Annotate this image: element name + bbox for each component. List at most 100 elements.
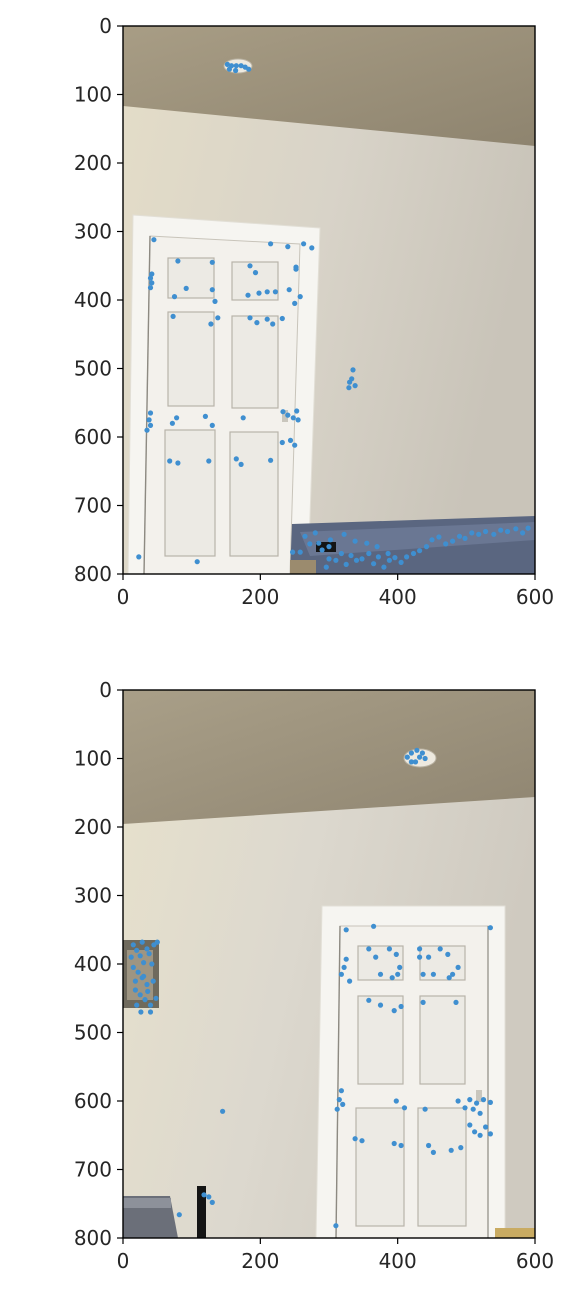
scatter-point	[147, 1002, 154, 1008]
y-tick-label: 500	[74, 357, 112, 381]
scatter-point	[252, 270, 259, 276]
scatter-point	[154, 939, 160, 945]
scatter-point	[272, 289, 278, 295]
scatter-point	[458, 1145, 464, 1151]
scatter-point	[286, 287, 292, 293]
scatter-point	[279, 315, 285, 322]
scatter-point	[352, 1136, 358, 1142]
scatter-point	[130, 942, 136, 948]
scatter-point	[498, 527, 504, 533]
scatter-point	[343, 561, 349, 568]
scatter-point	[420, 999, 426, 1006]
scatter-point	[386, 946, 392, 952]
scatter-point	[171, 294, 178, 300]
scatter-point	[130, 964, 136, 971]
scatter-point	[270, 321, 276, 327]
scatter-point	[212, 298, 218, 304]
scatter-point	[392, 555, 398, 561]
scatter-point	[233, 67, 239, 74]
scatter-point	[389, 975, 395, 981]
scatter-point	[149, 961, 155, 967]
scatter-point	[141, 960, 147, 966]
scatter-point	[147, 1009, 154, 1015]
scatter-point	[307, 541, 313, 547]
scatter-point	[285, 412, 291, 418]
scatter-point	[290, 549, 296, 555]
scatter-point	[414, 747, 420, 753]
scatter-point	[247, 315, 253, 321]
scatter-point	[144, 981, 150, 988]
scatter-point	[467, 1097, 473, 1103]
scatter-point	[301, 241, 307, 247]
scatter-point	[174, 415, 180, 421]
scatter-point	[366, 550, 372, 557]
y-tick-label: 600	[74, 1089, 112, 1113]
scatter-point	[226, 66, 232, 72]
scatter-point	[472, 1129, 478, 1135]
scatter-point	[149, 271, 155, 277]
scatter-point	[326, 544, 332, 550]
scatter-point	[477, 1110, 483, 1116]
scatter-point	[371, 923, 377, 929]
scatter-point	[412, 759, 419, 765]
scatter-point	[364, 540, 370, 546]
scatter-point	[245, 292, 251, 298]
scatter-point	[391, 1008, 397, 1014]
scatter-point	[366, 946, 372, 952]
scatter-point	[474, 1100, 480, 1106]
scatter-point	[513, 526, 519, 532]
scatter-point	[132, 987, 138, 993]
dark-object-1	[316, 542, 336, 552]
scatter-point	[323, 564, 329, 570]
panel-1: 0 200 400 600 0 100 200 300 400 500 600 700 800	[74, 14, 554, 609]
scatter-point	[209, 1199, 215, 1205]
y-ticks-1: 0 100 200 300 400 500 600 700 800	[74, 14, 123, 586]
scatter-point	[340, 1101, 346, 1107]
scatter-point	[386, 557, 392, 563]
scatter-point	[293, 264, 299, 270]
scatter-point	[483, 528, 489, 535]
y-tick-label: 500	[74, 1021, 112, 1045]
scatter-point	[280, 409, 286, 415]
scatter-point	[128, 954, 134, 960]
scatter-point	[391, 1140, 397, 1147]
scatter-point	[450, 538, 456, 544]
scatter-point	[352, 538, 358, 544]
scatter-point	[279, 439, 285, 446]
scatter-point	[436, 534, 442, 540]
scatter-point	[348, 552, 354, 559]
scatter-point	[520, 530, 526, 536]
scatter-point	[346, 385, 352, 391]
x-ticks-1: 0 200 400 600	[117, 574, 554, 609]
scatter-point	[423, 544, 430, 550]
dark-object-2	[197, 1186, 206, 1238]
scatter-point	[333, 1223, 339, 1229]
scatter-point	[224, 61, 230, 67]
scatter-point	[145, 988, 151, 995]
scatter-point	[417, 946, 423, 952]
scatter-point	[334, 1106, 340, 1112]
scatter-point	[430, 1149, 436, 1155]
panel-2: 0 200 400 600 0 100 200 300 400 500 600 700 800	[74, 678, 554, 1273]
scatter-point	[326, 556, 332, 562]
scatter-point	[295, 417, 301, 423]
scatter-point	[353, 557, 360, 563]
scatter-point	[419, 750, 425, 756]
scatter-point	[343, 927, 349, 933]
scatter-point	[450, 971, 456, 977]
scatter-point	[408, 759, 414, 765]
scatter-point	[285, 244, 291, 250]
scatter-point	[139, 939, 145, 945]
x-tick-label: 400	[379, 585, 417, 609]
scatter-point	[141, 973, 147, 979]
scatter-point	[319, 547, 325, 553]
scatter-point	[398, 1003, 404, 1010]
scatter-point	[429, 537, 435, 543]
scatter-point	[287, 437, 294, 443]
scatter-point	[417, 548, 423, 554]
scatter-point	[169, 420, 175, 426]
scatter-point	[256, 290, 262, 296]
scatter-point	[480, 1097, 487, 1103]
x-ticks-2: 0 200 400 600	[117, 1238, 554, 1273]
